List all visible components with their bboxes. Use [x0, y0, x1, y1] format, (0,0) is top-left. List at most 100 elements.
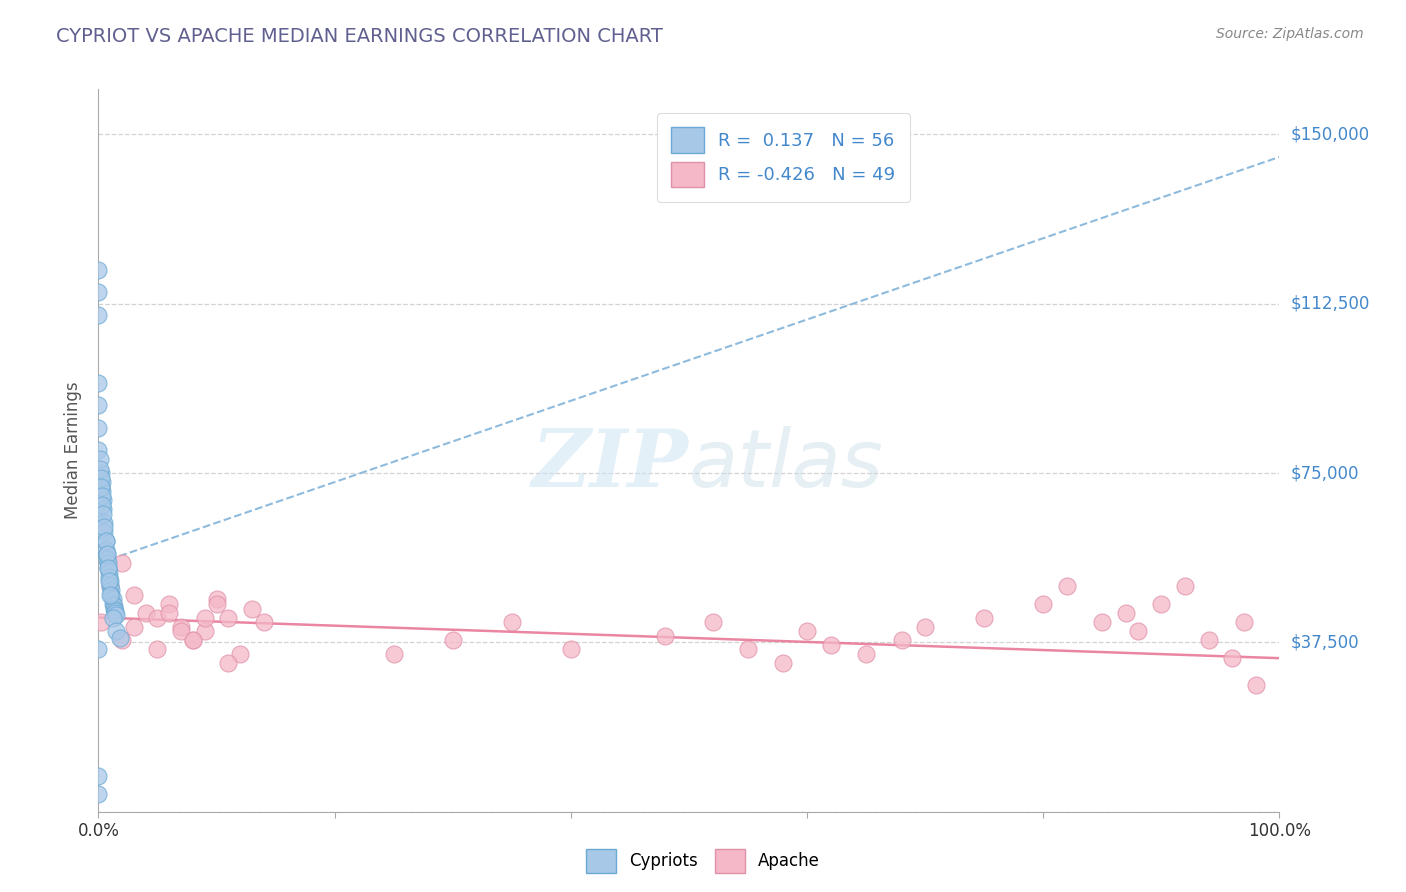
Point: [103, 601, 125, 615]
Point: [1174, 579, 1197, 593]
Point: [229, 647, 252, 661]
Point: [97, 557, 120, 571]
Point: [89, 489, 111, 503]
Point: [1115, 606, 1137, 620]
Text: ZIP: ZIP: [531, 426, 689, 504]
Point: [90, 466, 112, 480]
Point: [253, 615, 276, 629]
Point: [108, 631, 131, 645]
Point: [91, 507, 114, 521]
Point: [194, 624, 217, 639]
Point: [93, 516, 115, 530]
Point: [101, 610, 124, 624]
Point: [91, 502, 114, 516]
Text: atlas: atlas: [689, 425, 884, 504]
Point: [1091, 615, 1114, 629]
Point: [96, 547, 118, 561]
Point: [89, 452, 111, 467]
Point: [87, 376, 110, 390]
Legend: R =  0.137   N = 56, R = -0.426   N = 49: R = 0.137 N = 56, R = -0.426 N = 49: [657, 112, 910, 202]
Point: [87, 642, 110, 657]
Point: [1126, 624, 1149, 639]
Point: [103, 599, 125, 614]
Point: [217, 656, 239, 670]
Point: [91, 489, 114, 503]
Point: [205, 592, 228, 607]
Point: [104, 604, 127, 618]
Point: [87, 769, 110, 783]
Point: [217, 610, 239, 624]
Point: [772, 656, 794, 670]
Point: [157, 606, 180, 620]
Point: [100, 583, 122, 598]
Point: [135, 606, 157, 620]
Point: [194, 610, 217, 624]
Point: [170, 624, 193, 639]
Point: [205, 597, 228, 611]
Point: [101, 592, 124, 607]
Point: [146, 642, 169, 657]
Point: [105, 624, 128, 639]
Text: $150,000: $150,000: [1291, 126, 1369, 144]
Point: [973, 610, 995, 624]
Point: [105, 608, 128, 623]
Text: $75,000: $75,000: [1291, 464, 1360, 482]
Point: [100, 588, 122, 602]
Point: [98, 574, 121, 589]
Point: [501, 615, 523, 629]
Point: [702, 615, 724, 629]
Point: [890, 633, 912, 648]
Point: [91, 484, 114, 499]
Point: [157, 597, 180, 611]
Point: [181, 633, 204, 648]
Point: [87, 285, 110, 300]
Point: [87, 262, 110, 277]
Point: [737, 642, 759, 657]
Point: [91, 498, 114, 512]
Point: [1150, 597, 1173, 611]
Point: [914, 619, 936, 633]
Text: Source: ZipAtlas.com: Source: ZipAtlas.com: [1216, 27, 1364, 41]
Point: [96, 551, 118, 566]
Text: CYPRIOT VS APACHE MEDIAN EARNINGS CORRELATION CHART: CYPRIOT VS APACHE MEDIAN EARNINGS CORREL…: [56, 27, 664, 45]
Y-axis label: Median Earnings: Median Earnings: [65, 382, 83, 519]
Point: [98, 566, 121, 580]
Point: [87, 421, 110, 435]
Legend: Cypriots, Apache: Cypriots, Apache: [579, 842, 827, 880]
Point: [441, 633, 464, 648]
Point: [98, 588, 121, 602]
Point: [855, 647, 877, 661]
Point: [91, 475, 114, 489]
Point: [111, 633, 134, 648]
Text: $37,500: $37,500: [1291, 633, 1360, 651]
Point: [111, 557, 134, 571]
Point: [87, 511, 110, 525]
Point: [1233, 615, 1256, 629]
Point: [170, 619, 193, 633]
Point: [122, 588, 145, 602]
Point: [94, 533, 117, 548]
Point: [1220, 651, 1243, 665]
Point: [122, 619, 145, 633]
Point: [87, 443, 110, 458]
Point: [820, 638, 842, 652]
Point: [382, 647, 405, 661]
Point: [94, 542, 117, 557]
Point: [97, 561, 120, 575]
Point: [560, 642, 582, 657]
Point: [98, 579, 121, 593]
Point: [90, 480, 112, 494]
Text: $112,500: $112,500: [1291, 294, 1369, 313]
Point: [93, 520, 115, 534]
Point: [1244, 678, 1267, 692]
Point: [796, 624, 818, 639]
Point: [146, 610, 169, 624]
Point: [94, 533, 117, 548]
Point: [89, 461, 111, 475]
Point: [90, 615, 112, 629]
Point: [93, 524, 115, 539]
Point: [104, 606, 127, 620]
Point: [90, 480, 112, 494]
Point: [1032, 597, 1054, 611]
Point: [97, 561, 120, 575]
